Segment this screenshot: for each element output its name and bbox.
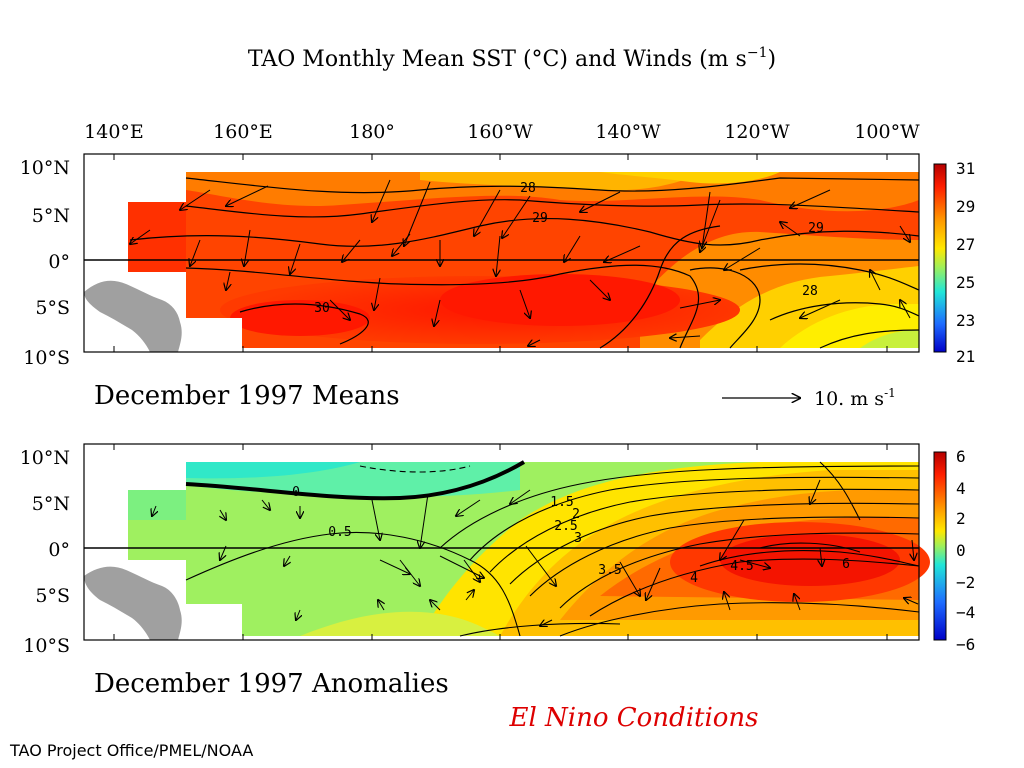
colorbar-label: 25 xyxy=(956,273,975,292)
latitude-labels: 10°N 5°N 0° 5°S 10°S xyxy=(20,447,70,657)
anomaly-contour-labels: 0 0.5 1.5 2 2.5 3 3.5 4 4.5 6 xyxy=(292,485,850,586)
colorbar-label: 4 xyxy=(956,479,966,498)
lat-label: 0° xyxy=(48,251,70,273)
means-panel: 28 29 30 29 28 xyxy=(20,153,975,411)
sst-contours xyxy=(129,177,920,349)
lon-label: 140°W xyxy=(595,121,661,143)
wind-scale-label: 10. m s-1 xyxy=(814,386,896,410)
lat-label: 10°S xyxy=(23,635,70,657)
contour-label: 2.5 xyxy=(554,519,577,534)
contour-label: 6 xyxy=(842,557,850,572)
lat-label: 10°S xyxy=(23,347,70,369)
anomaly-colorbar xyxy=(933,451,947,641)
lon-label: 120°W xyxy=(724,121,790,143)
latitude-labels: 10°N 5°N 0° 5°S 10°S xyxy=(20,157,70,369)
contour-label: 3 xyxy=(574,531,582,546)
lon-label: 140°E xyxy=(84,121,144,143)
wind-vectors xyxy=(130,179,910,346)
contour-label: 29 xyxy=(808,221,824,236)
colorbar-label: 2 xyxy=(956,509,966,528)
contour-label: 3.5 xyxy=(598,563,621,578)
contour-label: 2 xyxy=(572,507,580,522)
contour-label: 29 xyxy=(532,211,548,226)
lat-label: 5°S xyxy=(35,585,70,607)
panel-frame xyxy=(83,443,920,641)
condition-label: El Nino Conditions xyxy=(508,703,758,733)
colorbar-label: 6 xyxy=(956,447,966,466)
new-guinea-landmass xyxy=(84,566,182,640)
contour-label: 4.5 xyxy=(730,559,753,574)
longitude-labels: 140°E 160°E 180° 160°W 140°W 120°W 100°W xyxy=(84,121,920,143)
lat-label: 10°N xyxy=(20,447,70,469)
contour-label: 1.5 xyxy=(550,495,573,510)
lat-label: 10°N xyxy=(20,157,70,179)
new-guinea-landmass xyxy=(84,280,182,352)
colorbar-label: 23 xyxy=(956,311,975,330)
figure-title: TAO Monthly Mean SST (°C) and Winds (m s… xyxy=(248,45,776,72)
sst-contour-labels: 28 29 30 29 28 xyxy=(314,181,824,316)
anomaly-contours xyxy=(185,460,920,637)
colorbar-label: −2 xyxy=(956,573,975,592)
contour-label: 28 xyxy=(802,284,818,299)
anomalies-caption: December 1997 Anomalies xyxy=(94,669,449,699)
lat-label: 5°S xyxy=(35,297,70,319)
lon-label: 160°W xyxy=(467,121,533,143)
colorbar-label: −4 xyxy=(956,603,975,622)
panel-frame xyxy=(83,153,920,353)
contour-label: 4 xyxy=(690,571,698,586)
contour-label: 0.5 xyxy=(328,525,351,540)
lon-label: 100°W xyxy=(854,121,920,143)
lat-label: 0° xyxy=(48,539,70,561)
sst-colorbar-labels: 31 29 27 25 23 21 xyxy=(956,159,975,366)
panel-ticks xyxy=(113,444,888,640)
means-caption: December 1997 Means xyxy=(94,381,400,411)
anomaly-colorbar-labels: 6 4 2 0 −2 −4 −6 xyxy=(956,447,975,654)
lon-label: 160°E xyxy=(213,121,273,143)
anomalies-panel: 0 0.5 1.5 2 2.5 3 3.5 4 4.5 6 xyxy=(20,443,975,699)
colorbar-label: 29 xyxy=(956,197,975,216)
colorbar-label: −6 xyxy=(956,635,975,654)
colorbar-label: 0 xyxy=(956,541,966,560)
panel-ticks xyxy=(113,154,888,352)
lat-label: 5°N xyxy=(32,493,70,515)
lon-label: 180° xyxy=(349,121,395,143)
contour-label: 28 xyxy=(520,181,536,196)
lat-label: 5°N xyxy=(32,205,70,227)
colorbar-label: 21 xyxy=(956,347,975,366)
sst-colorbar xyxy=(933,163,947,353)
contour-label: 0 xyxy=(292,485,300,500)
anomaly-wind-vectors xyxy=(152,479,919,626)
colorbar-label: 31 xyxy=(956,159,975,178)
credit-text: TAO Project Office/PMEL/NOAA xyxy=(9,741,253,760)
colorbar-label: 27 xyxy=(956,235,975,254)
contour-label: 30 xyxy=(314,301,330,316)
